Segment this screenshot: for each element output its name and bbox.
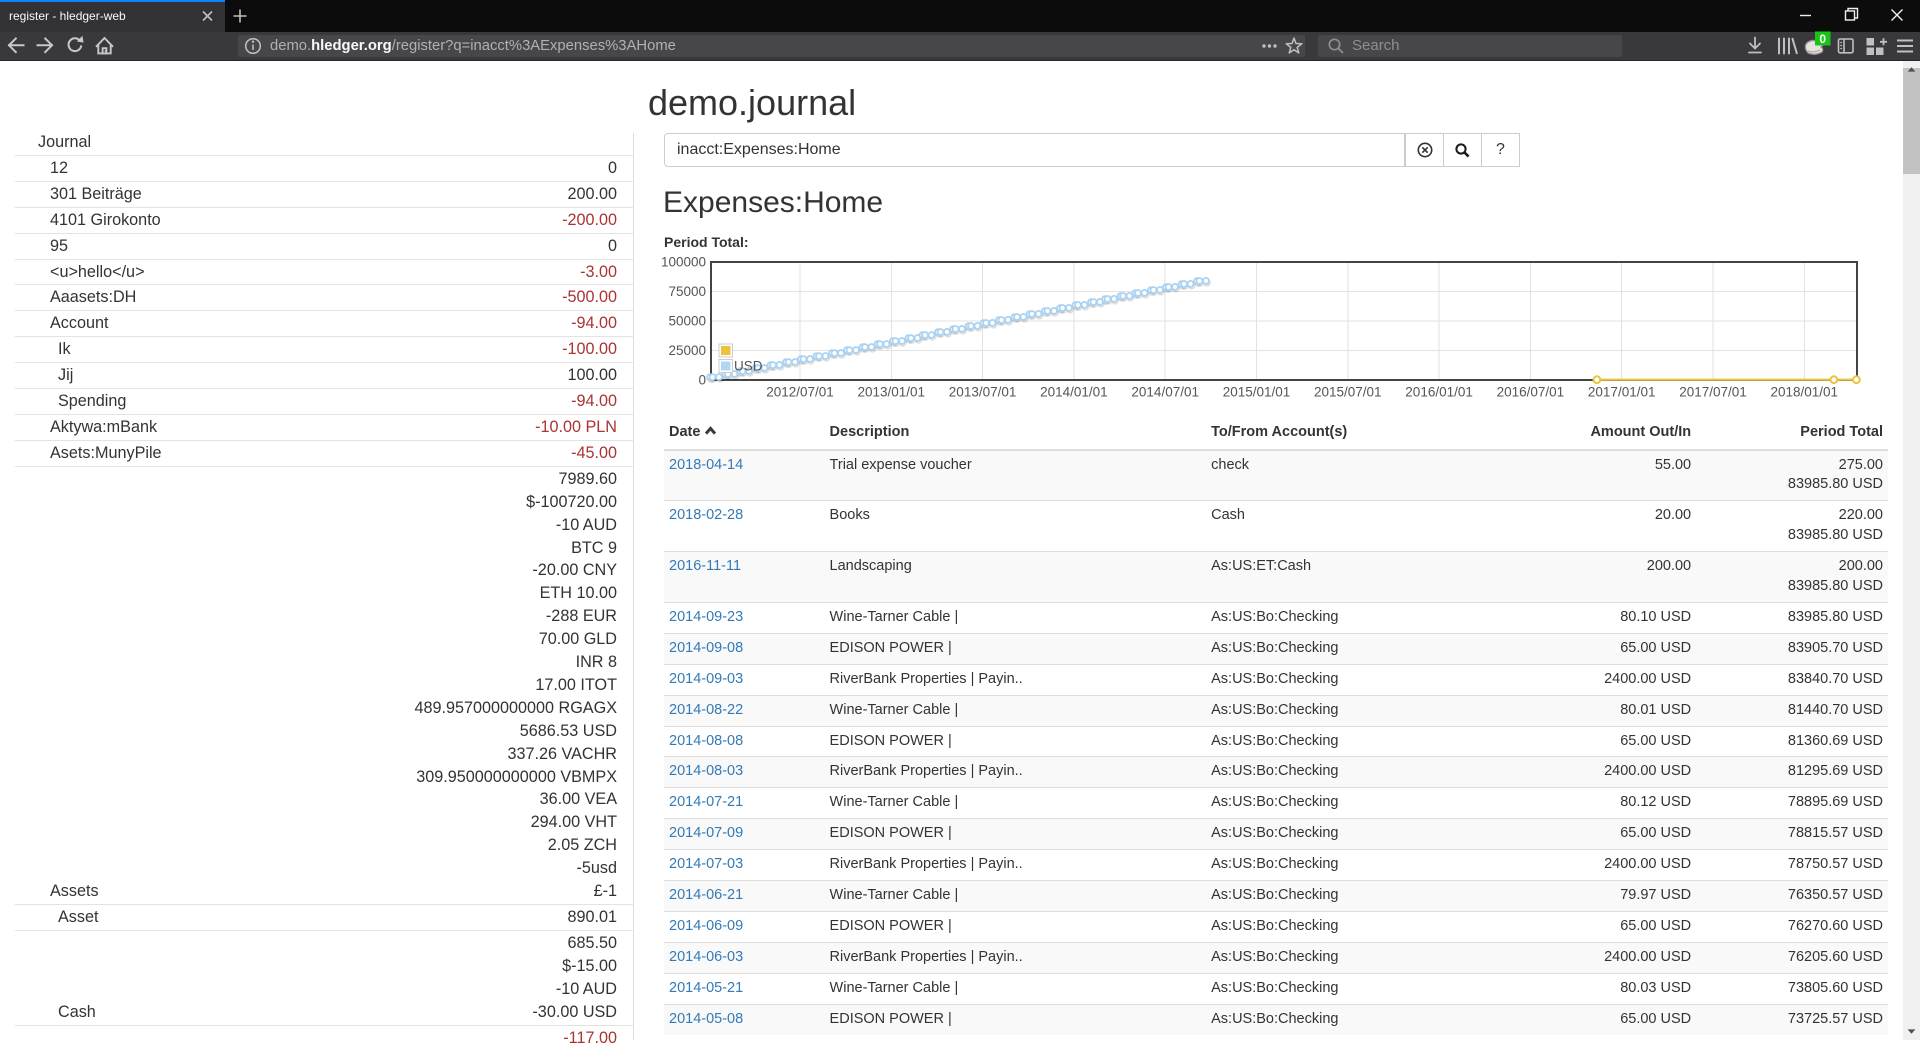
svg-text:100000: 100000 xyxy=(661,255,706,270)
svg-text:0: 0 xyxy=(698,373,706,388)
svg-text:USD: USD xyxy=(734,359,763,374)
svg-text:2015/07/01: 2015/07/01 xyxy=(1314,385,1382,400)
svg-text:25000: 25000 xyxy=(668,343,706,358)
svg-text:2012/07/01: 2012/07/01 xyxy=(766,385,834,400)
svg-text:2017/07/01: 2017/07/01 xyxy=(1679,385,1747,400)
svg-text:2016/07/01: 2016/07/01 xyxy=(1497,385,1565,400)
svg-text:2017/01/01: 2017/01/01 xyxy=(1588,385,1656,400)
svg-text:2014/07/01: 2014/07/01 xyxy=(1131,385,1199,400)
svg-text:2013/01/01: 2013/01/01 xyxy=(858,385,926,400)
svg-text:2018/01/01: 2018/01/01 xyxy=(1771,385,1839,400)
svg-text:75000: 75000 xyxy=(668,284,706,299)
svg-text:2015/01/01: 2015/01/01 xyxy=(1223,385,1291,400)
svg-text:2013/07/01: 2013/07/01 xyxy=(949,385,1017,400)
svg-text:2014/01/01: 2014/01/01 xyxy=(1040,385,1108,400)
svg-text:2016/01/01: 2016/01/01 xyxy=(1405,385,1473,400)
svg-text:0: 0 xyxy=(1819,32,1826,46)
svg-text:50000: 50000 xyxy=(668,314,706,329)
